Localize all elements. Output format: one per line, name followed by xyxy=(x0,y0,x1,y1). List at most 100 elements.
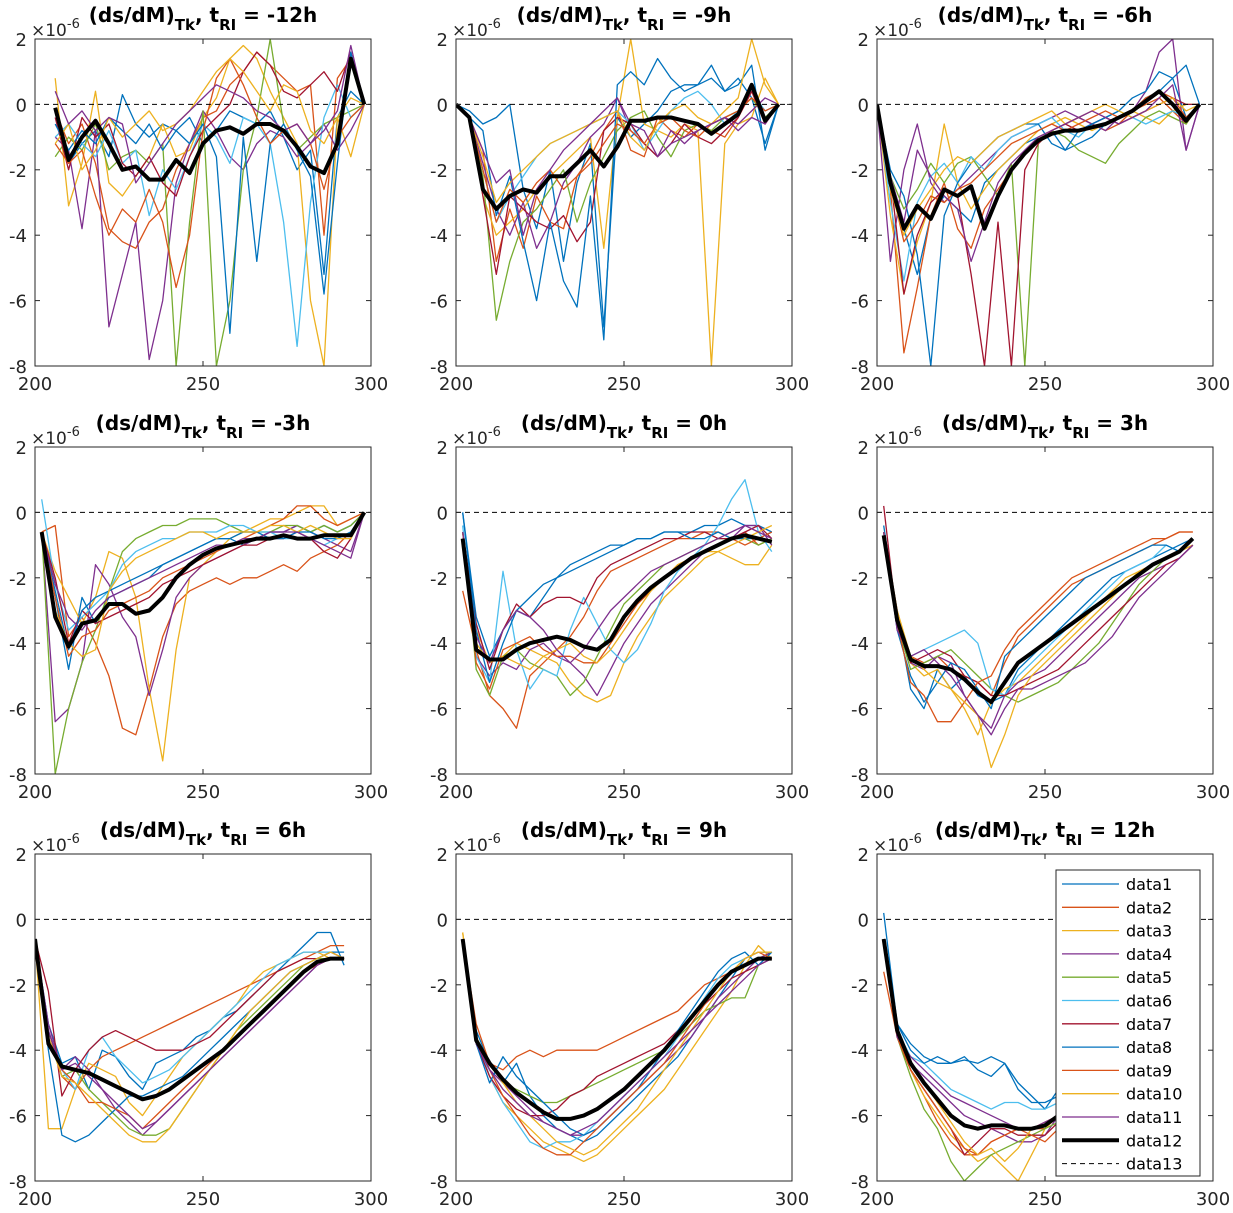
y-multiplier: ×10-6 xyxy=(452,832,501,856)
series-group xyxy=(35,499,371,774)
panel-4: 200 250 300-8-6-4-202 ×10-6 (ds/dM)Tk, tRI =… xyxy=(9,411,388,803)
y-tick-label: -2 xyxy=(430,976,448,997)
y-tick-label: -2 xyxy=(851,569,869,590)
legend-label-data9: data9 xyxy=(1126,1061,1172,1080)
y-tick-label: -8 xyxy=(851,357,869,378)
panel-5: 200 250 300-8-6-4-202 ×10-6 (ds/dM)Tk, tRI =… xyxy=(430,411,809,803)
series-group xyxy=(877,505,1213,769)
y-tick-label: -4 xyxy=(851,226,869,247)
x-tick-label: 250 xyxy=(1028,1189,1062,1210)
x-tick-label: 200 xyxy=(18,782,52,803)
series-line-data12 xyxy=(460,938,772,1121)
series-line-data6 xyxy=(35,938,345,1091)
y-tick-label: 0 xyxy=(437,503,448,524)
y-multiplier-exponent: -6 xyxy=(488,17,501,32)
y-tick-label: -4 xyxy=(430,1041,448,1062)
y-tick-label: 0 xyxy=(858,503,869,524)
legend-label-data2: data2 xyxy=(1126,898,1172,917)
axes-background xyxy=(456,39,792,366)
y-tick-label: -8 xyxy=(430,357,448,378)
series-line-data2 xyxy=(462,938,773,1071)
y-tick-label: -8 xyxy=(9,357,27,378)
x-tick-label: 250 xyxy=(607,1189,641,1210)
x-tick-label: 200 xyxy=(18,1189,52,1210)
x-tick-label: 200 xyxy=(439,374,473,395)
series-line-data12 xyxy=(881,938,1073,1131)
series-line-data4 xyxy=(54,104,365,361)
y-tick-label: -6 xyxy=(9,700,27,721)
series-line-data7 xyxy=(54,51,365,197)
legend-label-data1: data1 xyxy=(1126,875,1172,894)
y-tick-label: 2 xyxy=(437,30,448,51)
y-tick-label: -8 xyxy=(851,1172,869,1193)
panel-title: (ds/dM)Tk, tRI = 12h xyxy=(935,818,1155,849)
y-tick-label: 2 xyxy=(858,845,869,866)
x-tick-label: 200 xyxy=(439,1189,473,1210)
series-group xyxy=(877,912,1213,1181)
y-tick-label: 0 xyxy=(16,503,27,524)
legend-label-data6: data6 xyxy=(1126,992,1172,1011)
y-multiplier-exponent: -6 xyxy=(909,832,922,847)
legend-label-data5: data5 xyxy=(1126,968,1172,987)
series-line-data2 xyxy=(41,512,365,736)
axes-background xyxy=(35,854,371,1181)
series-line-data6 xyxy=(883,531,1194,697)
series-line-data6 xyxy=(883,938,1073,1110)
y-tick-label: -8 xyxy=(9,765,27,786)
y-tick-label: -6 xyxy=(9,292,27,313)
x-tick-label: 300 xyxy=(775,782,809,803)
series-line-data7 xyxy=(462,524,773,671)
y-tick-label: -6 xyxy=(430,700,448,721)
y-tick-label: -6 xyxy=(430,1107,448,1128)
x-tick-label: 250 xyxy=(607,374,641,395)
series-line-data11 xyxy=(883,938,1073,1130)
panel-1: 200 250 300-8-6-4-202 ×10-6 (ds/dM)Tk, tRI =… xyxy=(9,3,388,395)
panel-6: 200 250 300-8-6-4-202 ×10-6 (ds/dM)Tk, tRI =… xyxy=(851,411,1230,803)
panel-title: (ds/dM)Tk, tRI = 6h xyxy=(100,818,306,849)
x-tick-label: 300 xyxy=(1196,1189,1230,1210)
series-line-data8 xyxy=(41,512,365,651)
legend: data1 data2 data3 data4 data5 data6 data7 data8… xyxy=(1055,869,1201,1177)
series-line-data10 xyxy=(54,57,365,171)
series-line-data12 xyxy=(35,938,345,1102)
x-tick-label: 300 xyxy=(775,1189,809,1210)
panel-title: (ds/dM)Tk, tRI = 3h xyxy=(942,411,1148,442)
series-line-data7 xyxy=(35,938,345,1097)
x-tick-label: 200 xyxy=(439,782,473,803)
series-line-data9 xyxy=(883,531,1193,723)
panel-title: (ds/dM)Tk, tRI = -3h xyxy=(96,411,311,442)
x-tick-label: 250 xyxy=(1028,374,1062,395)
y-tick-label: -4 xyxy=(9,226,27,247)
y-tick-label: -4 xyxy=(430,634,448,655)
series-line-data11 xyxy=(54,44,365,184)
series-line-data12 xyxy=(881,534,1195,705)
x-tick-label: 200 xyxy=(18,374,52,395)
series-group xyxy=(35,918,371,1143)
y-tick-label: 0 xyxy=(16,95,27,116)
series-line-data11 xyxy=(877,84,1201,263)
y-multiplier-base: ×10 xyxy=(452,21,488,41)
y-multiplier: ×10-6 xyxy=(452,17,501,41)
legend-label-data12: data12 xyxy=(1126,1131,1182,1150)
y-tick-label: -6 xyxy=(430,292,448,313)
series-line-data8 xyxy=(462,512,773,684)
y-tick-label: 0 xyxy=(437,910,448,931)
series-line-data6 xyxy=(462,479,773,690)
y-tick-label: -2 xyxy=(851,976,869,997)
y-multiplier: ×10-6 xyxy=(452,425,501,449)
y-tick-label: -4 xyxy=(430,226,448,247)
series-line-data12 xyxy=(877,89,1202,231)
panel-title: (ds/dM)Tk, tRI = -12h xyxy=(89,3,318,34)
legend-label-data11: data11 xyxy=(1126,1108,1182,1127)
series-line-data5 xyxy=(883,531,1194,703)
panel-7: 200 250 300-8-6-4-202 ×10-6 (ds/dM)Tk, tRI =… xyxy=(9,818,388,1210)
x-tick-label: 200 xyxy=(860,374,894,395)
x-tick-label: 300 xyxy=(1196,782,1230,803)
axes-background xyxy=(35,447,371,774)
y-tick-label: 2 xyxy=(437,438,448,459)
y-multiplier-base: ×10 xyxy=(452,836,488,856)
y-tick-label: -4 xyxy=(9,1041,27,1062)
series-line-data6 xyxy=(54,84,365,348)
y-multiplier-base: ×10 xyxy=(31,429,67,449)
